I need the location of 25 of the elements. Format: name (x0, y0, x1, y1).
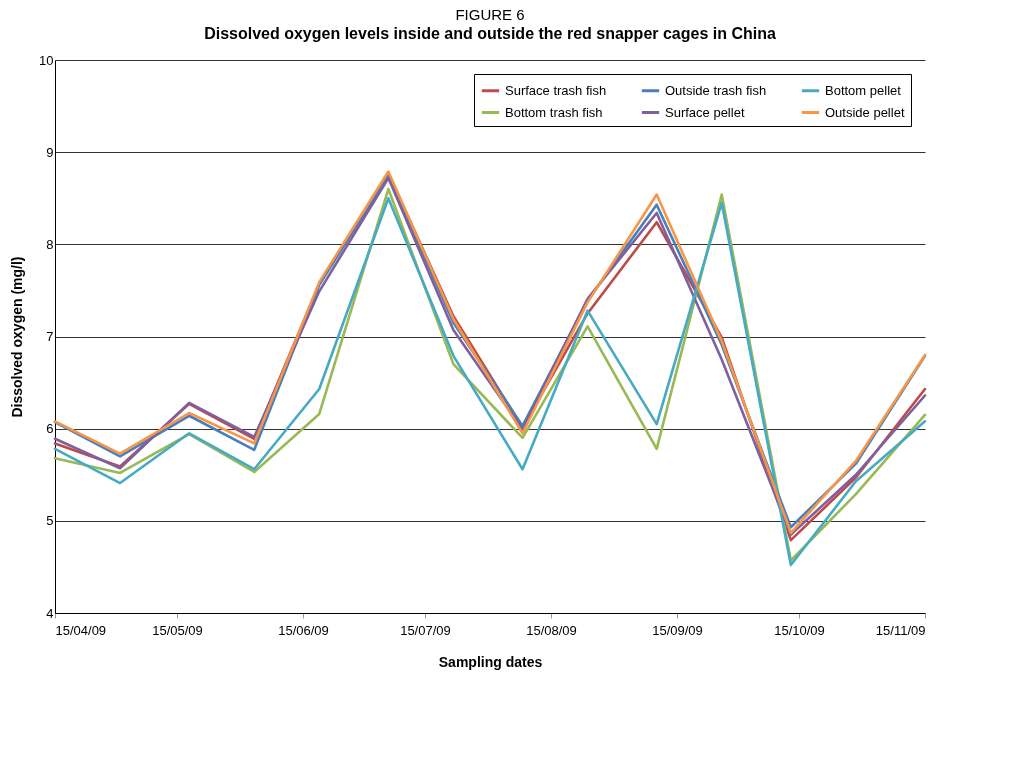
legend-label: Outside pellet (825, 104, 905, 120)
legend-label: Bottom pellet (825, 82, 902, 98)
x-tick-label: 15/09/09 (652, 622, 703, 638)
x-tick-label: 15/04/09 (55, 622, 107, 638)
y-tick-label: 5 (46, 513, 54, 529)
chart-subtitle: Dissolved oxygen levels inside and outside the red snapper cages in China (204, 25, 776, 42)
legend-label: Surface pellet (665, 104, 745, 120)
x-tick-label: 15/06/09 (278, 622, 329, 638)
x-tick-label: 15/07/09 (400, 622, 451, 638)
y-tick-label: 9 (46, 144, 54, 160)
chart-title: FIGURE 6 (455, 6, 525, 23)
x-axis-title: Sampling dates (438, 653, 543, 670)
x-tick-label: 15/11/09 (875, 622, 926, 638)
legend-label: Surface trash fish (505, 82, 607, 98)
y-tick-label: 8 (46, 236, 54, 252)
y-axis-title: Dissolved oxygen (mg/l) (9, 256, 26, 418)
y-tick-label: 7 (46, 329, 54, 344)
x-tick-label: 15/08/09 (526, 622, 577, 638)
x-tick-label: 15/05/09 (152, 622, 203, 638)
y-tick-label: 6 (46, 421, 54, 437)
y-tick-label: 4 (46, 605, 54, 621)
x-tick-label: 15/10/09 (774, 622, 825, 638)
legend-label: Outside trash fish (665, 82, 767, 98)
y-tick-label: 10 (39, 52, 54, 68)
legend-label: Bottom trash fish (505, 104, 603, 120)
